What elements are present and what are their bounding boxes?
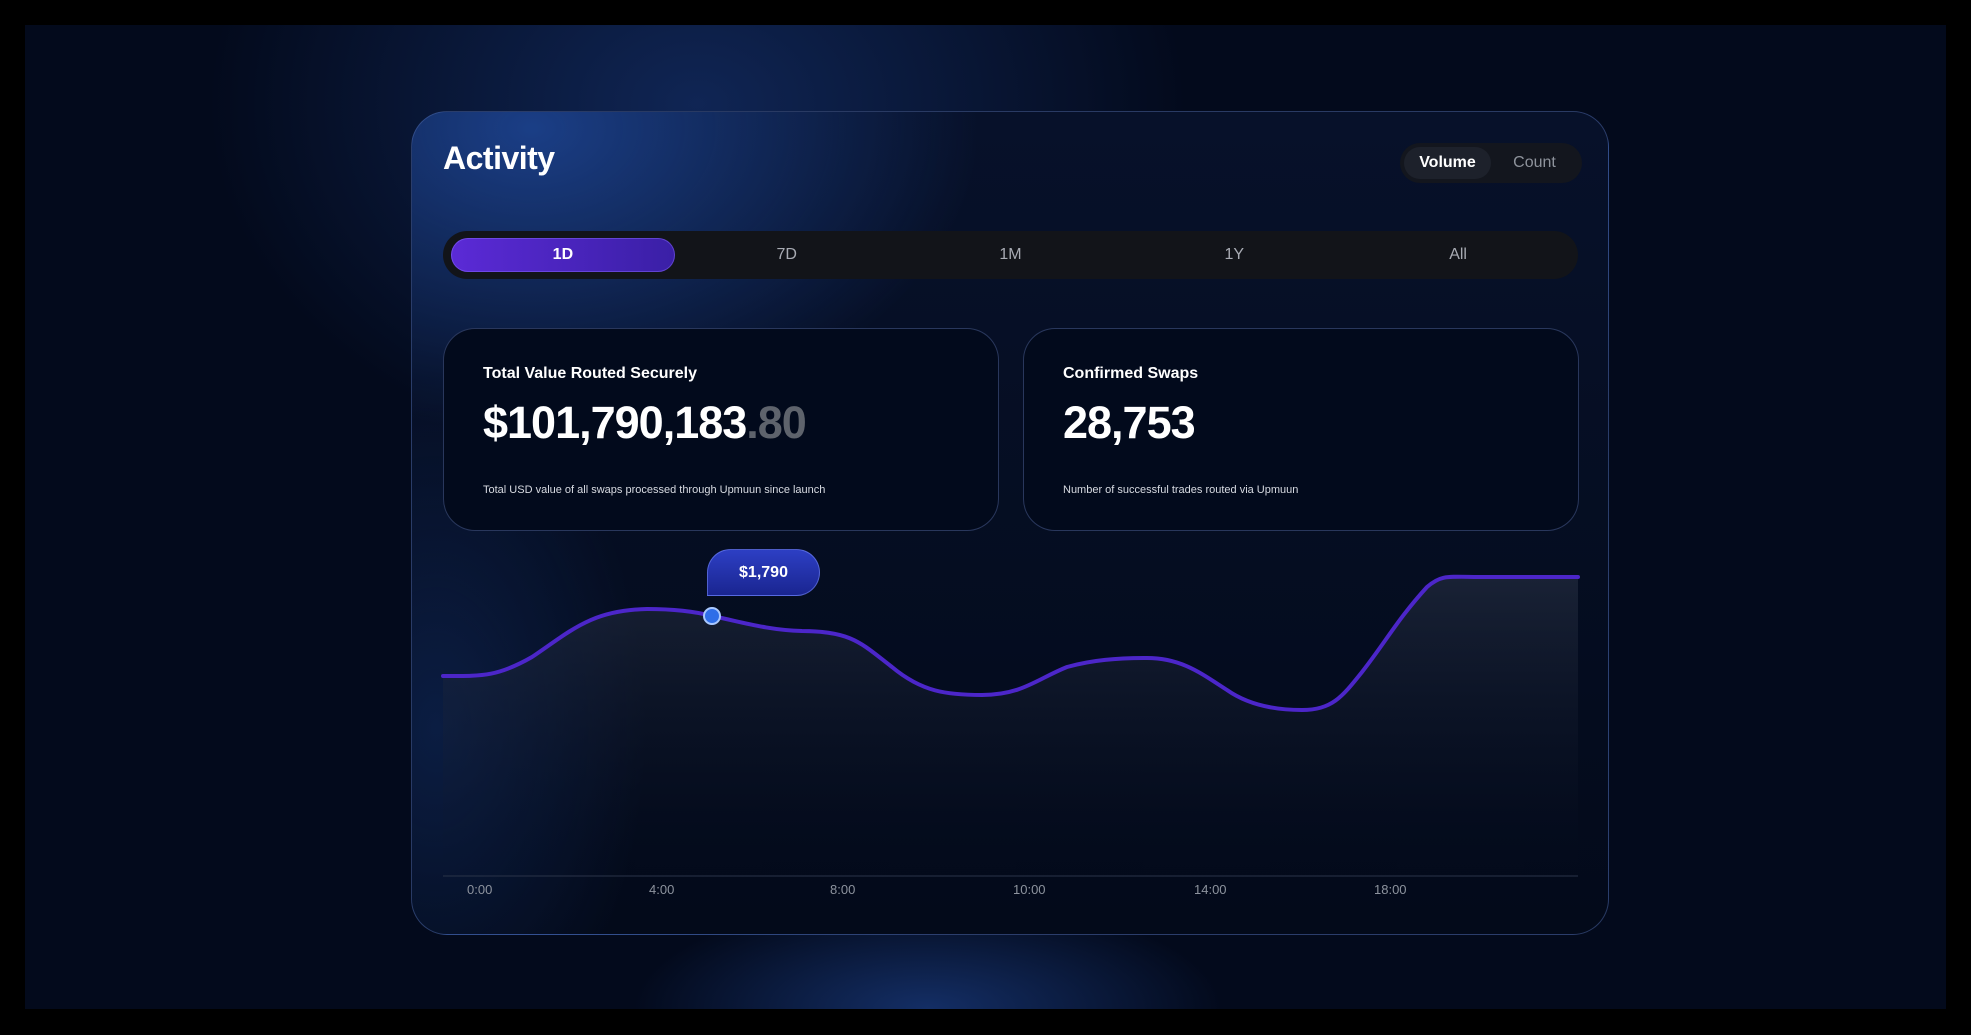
activity-chart <box>441 574 1580 877</box>
chart-tooltip: $1,790 <box>707 549 820 596</box>
tab-7d[interactable]: 7D <box>776 246 797 263</box>
x-axis-label: 0:00 <box>467 882 493 897</box>
x-axis-label: 14:00 <box>1194 882 1227 897</box>
confirmed-swaps-card: Confirmed Swaps 28,753 Number of success… <box>1023 328 1579 531</box>
x-axis-label: 4:00 <box>649 882 675 897</box>
chart-line <box>441 574 1580 713</box>
count-toggle-button[interactable]: Count <box>1513 154 1556 171</box>
x-axis-label: 8:00 <box>830 882 856 897</box>
total-value-description: Total USD value of all swaps processed t… <box>483 484 826 496</box>
page-title: Activity <box>443 140 555 176</box>
activity-card: Activity Volume Count 1D 7D 1M 1Y All To… <box>411 111 1609 935</box>
chart-area <box>443 576 1578 876</box>
volume-toggle-button[interactable]: Volume <box>1404 147 1491 179</box>
total-value-card: Total Value Routed Securely $101,790,183… <box>443 328 999 531</box>
tab-1m[interactable]: 1M <box>999 246 1022 263</box>
chart-hover-marker[interactable] <box>703 607 721 625</box>
total-value-main: $101,790,183 <box>483 397 747 448</box>
metric-toggle: Volume Count <box>1400 143 1582 183</box>
total-value-amount: $101,790,183.80 <box>483 397 960 449</box>
x-axis-label: 10:00 <box>1013 882 1046 897</box>
total-value-cents: .80 <box>746 397 807 448</box>
confirmed-swaps-description: Number of successful trades routed via U… <box>1063 484 1299 496</box>
confirmed-swaps-value: 28,753 <box>1063 397 1196 448</box>
time-range-tabs: 1D 7D 1M 1Y All <box>443 231 1578 279</box>
total-value-title: Total Value Routed Securely <box>483 365 697 382</box>
tab-1d[interactable]: 1D <box>451 238 675 272</box>
tab-all[interactable]: All <box>1449 246 1467 263</box>
background-frame: Activity Volume Count 1D 7D 1M 1Y All To… <box>25 25 1946 1009</box>
tab-1y[interactable]: 1Y <box>1224 246 1245 263</box>
confirmed-swaps-title: Confirmed Swaps <box>1063 365 1199 382</box>
x-axis-label: 18:00 <box>1374 882 1407 897</box>
